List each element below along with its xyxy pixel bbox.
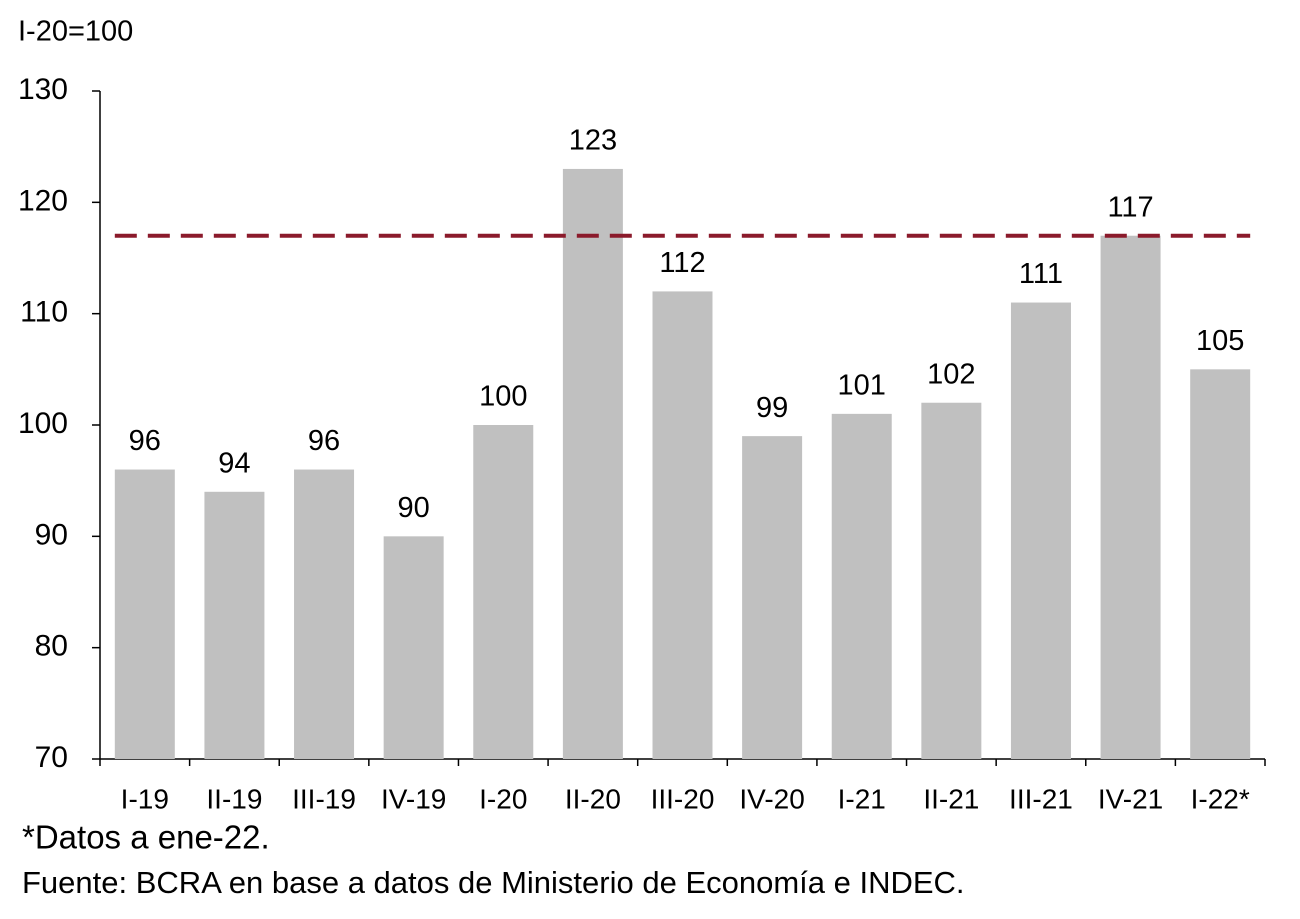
y-tick-label: 110 [20, 296, 68, 329]
value-label: 105 [1196, 325, 1244, 357]
bar [1190, 369, 1251, 759]
x-tick-label: I-20 [479, 783, 527, 814]
x-tick-label: I-19 [121, 783, 169, 814]
x-tick-label: III-21 [1009, 783, 1073, 814]
x-tick-label: III-19 [292, 783, 356, 814]
source: Fuente: BCRA en base a datos de Minister… [22, 865, 965, 900]
value-label: 100 [479, 381, 527, 413]
bar [114, 469, 175, 759]
y-tick-label: 80 [35, 630, 68, 663]
bar [562, 168, 623, 759]
y-tick-label: 70 [35, 741, 68, 774]
value-label: 102 [927, 358, 975, 390]
bar [473, 425, 534, 759]
bar [294, 469, 355, 759]
value-label: 96 [308, 425, 340, 457]
value-label: 112 [659, 247, 705, 279]
x-tick-label: II-19 [206, 783, 262, 814]
x-tick-label: I-21 [838, 783, 886, 814]
value-label: 101 [838, 370, 886, 402]
value-label: 117 [1107, 191, 1153, 223]
y-axis-unit: I-20=100 [18, 16, 133, 48]
value-label: 111 [1019, 258, 1063, 290]
y-tick-label: 120 [18, 184, 68, 217]
bar [383, 536, 444, 759]
bar [921, 402, 982, 759]
x-tick-label: III-20 [651, 783, 715, 814]
x-tick-label: II-20 [565, 783, 621, 814]
x-tick-label: IV-19 [381, 783, 446, 814]
y-tick-label: 100 [18, 407, 68, 440]
y-tick-label: 130 [18, 73, 68, 106]
x-tick-label: IV-21 [1098, 783, 1163, 814]
bar [1100, 235, 1161, 759]
x-tick-label: I-22* [1191, 783, 1250, 814]
bar [1010, 302, 1071, 759]
value-label: 96 [129, 425, 161, 457]
bar [742, 436, 803, 759]
y-tick-label: 90 [35, 518, 68, 551]
x-tick-label: IV-20 [739, 783, 804, 814]
note: *Datos a ene-22. [22, 819, 270, 856]
x-tick-label: II-21 [923, 783, 979, 814]
value-label: 94 [218, 447, 250, 479]
value-label: 90 [398, 492, 430, 524]
value-label: 123 [569, 125, 617, 157]
bar [831, 413, 892, 759]
value-label: 99 [756, 392, 788, 424]
bar [204, 491, 265, 759]
bar [652, 291, 713, 759]
